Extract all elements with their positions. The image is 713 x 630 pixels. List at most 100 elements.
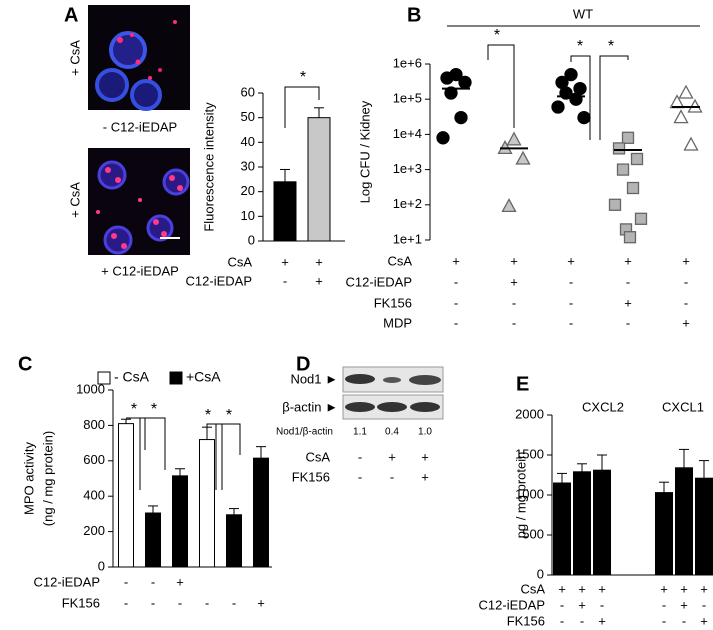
treatment-sign: - <box>569 295 573 310</box>
treatment-label: FK156 <box>374 295 412 310</box>
ratio-value: 0.4 <box>385 427 399 438</box>
data-point <box>621 131 635 144</box>
y-tick-label: 800 <box>83 417 105 432</box>
treatment-sign: + <box>510 274 518 289</box>
treatment-sign: + <box>624 253 632 268</box>
treatment-label: CsA <box>520 581 545 596</box>
treatment-label: CsA <box>227 254 252 269</box>
treatment-sign: + <box>598 613 606 628</box>
micrograph-top <box>88 5 190 111</box>
treatment-sign: + <box>452 253 460 268</box>
blot-row-label: β-actin ► <box>282 399 338 414</box>
bar <box>695 477 713 576</box>
treatment-sign: - <box>560 613 564 628</box>
data-point <box>436 131 450 145</box>
y-tick-label: 1e+3 <box>393 161 422 176</box>
treatment-sign: + <box>680 597 688 612</box>
legend-label: +CsA <box>186 369 221 385</box>
treatment-sign: - <box>702 597 706 612</box>
treatment-sign: + <box>421 469 429 484</box>
treatment-label: FK156 <box>62 595 100 610</box>
significance: * <box>205 407 211 424</box>
y-tick-label: 200 <box>83 523 105 538</box>
y-axis-label: pg / mg protein <box>513 452 528 539</box>
data-point <box>440 71 454 85</box>
treatment-sign: - <box>626 274 630 289</box>
treatment-sign: - <box>358 449 362 464</box>
data-point <box>678 84 694 99</box>
treatment-sign: + <box>281 254 289 269</box>
image-label: + C12-iEDAP <box>101 263 179 278</box>
significance-bracket <box>139 417 166 490</box>
y-axis-label: MPO activity <box>21 442 36 515</box>
ratio-value: 1.1 <box>353 427 367 438</box>
treatment-label: C12-iEDAP <box>34 574 100 589</box>
significance-bracket <box>206 423 223 490</box>
bar <box>226 514 242 568</box>
panel-letter: C <box>18 353 32 375</box>
significance-bracket <box>215 423 241 490</box>
y-tick-label: 50 <box>241 109 255 124</box>
bar <box>307 117 331 242</box>
y-tick-label: 1000 <box>515 486 544 501</box>
data-point <box>616 163 630 176</box>
significance: * <box>226 407 232 424</box>
treatment-label: CsA <box>387 253 412 268</box>
y-tick-label: 10 <box>241 208 255 223</box>
group-label: CXCL1 <box>662 399 704 414</box>
treatment-sign: - <box>454 274 458 289</box>
image-label: + CsA <box>67 40 82 76</box>
data-point <box>506 131 522 146</box>
treatment-sign: + <box>421 449 429 464</box>
bar <box>675 467 693 576</box>
y-tick-label: 1500 <box>515 446 544 461</box>
treatment-sign: + <box>680 581 688 596</box>
treatment-sign: - <box>390 469 394 484</box>
treatment-sign: - <box>512 295 516 310</box>
y-tick-label: 0 <box>537 566 544 581</box>
y-axis-label: Log CFU / Kidney <box>357 100 372 203</box>
treatment-label: FK156 <box>507 613 545 628</box>
data-point <box>454 110 468 125</box>
significance: * <box>494 27 500 44</box>
treatment-sign: + <box>682 253 690 268</box>
panel-letter: D <box>296 353 310 375</box>
treatment-sign: - <box>358 469 362 484</box>
y-tick-label: 1e+2 <box>393 196 422 211</box>
significance-bracket <box>570 55 591 140</box>
data-point <box>608 198 622 211</box>
treatment-sign: + <box>578 597 586 612</box>
header: WT <box>573 6 593 21</box>
y-tick-label: 1e+4 <box>393 126 422 141</box>
treatment-sign: - <box>151 574 155 589</box>
data-point <box>673 109 689 124</box>
y-axis-label: Fluorescence intensity <box>201 102 216 232</box>
treatment-sign: - <box>124 595 128 610</box>
treatment-sign: + <box>558 581 566 596</box>
treatment-label: C12-iEDAP <box>186 273 252 288</box>
treatment-sign: - <box>662 597 666 612</box>
bar <box>253 457 269 568</box>
significance-bracket <box>599 55 629 140</box>
data-point <box>634 212 648 225</box>
bar <box>118 423 134 568</box>
treatment-label: C12-iEDAP <box>346 274 412 289</box>
treatment-sign: - <box>569 274 573 289</box>
treatment-sign: + <box>315 254 323 269</box>
y-axis-label: (ng / mg protein) <box>40 431 55 526</box>
treatment-label: MDP <box>383 315 412 330</box>
data-point <box>630 152 644 166</box>
blot <box>342 366 444 420</box>
y-tick-label: 20 <box>241 183 255 198</box>
treatment-sign: - <box>512 315 516 330</box>
data-point <box>569 92 583 106</box>
y-tick-label: 1e+5 <box>393 91 422 106</box>
ratio-label: Nod1/β-actin <box>276 427 333 438</box>
y-tick-label: 1e+6 <box>393 55 422 70</box>
treatment-sign: + <box>682 315 690 330</box>
bar <box>655 492 673 576</box>
data-point <box>515 150 531 165</box>
micrograph-bottom <box>88 148 190 255</box>
significance: * <box>608 38 614 55</box>
treatment-sign: - <box>662 613 666 628</box>
